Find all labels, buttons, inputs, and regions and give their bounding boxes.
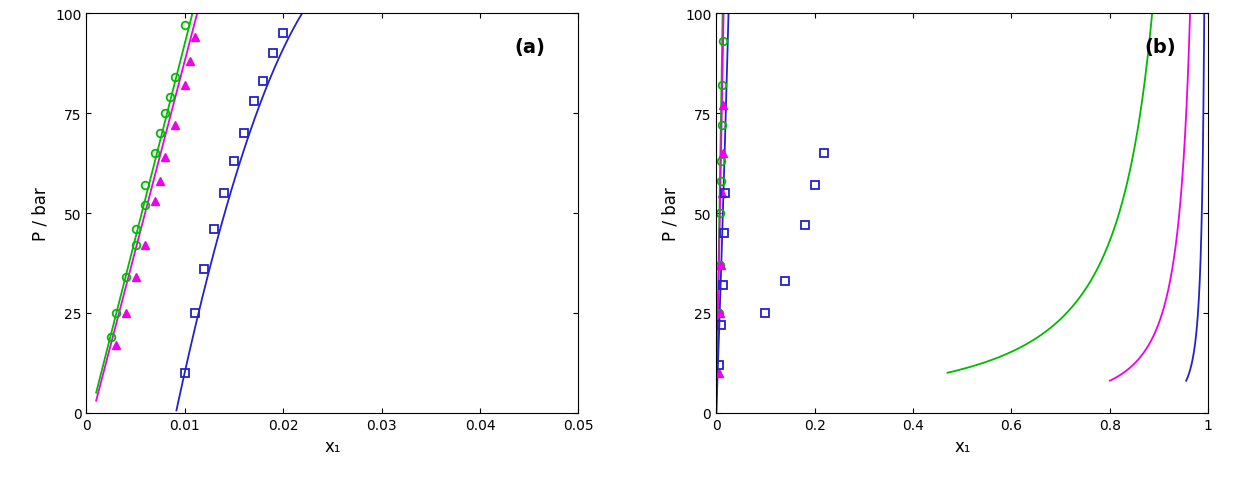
Text: (a): (a) <box>514 38 545 57</box>
Text: (b): (b) <box>1144 38 1176 57</box>
X-axis label: x₁: x₁ <box>954 437 970 455</box>
X-axis label: x₁: x₁ <box>324 437 340 455</box>
Y-axis label: P / bar: P / bar <box>661 187 679 240</box>
Y-axis label: P / bar: P / bar <box>32 187 49 240</box>
